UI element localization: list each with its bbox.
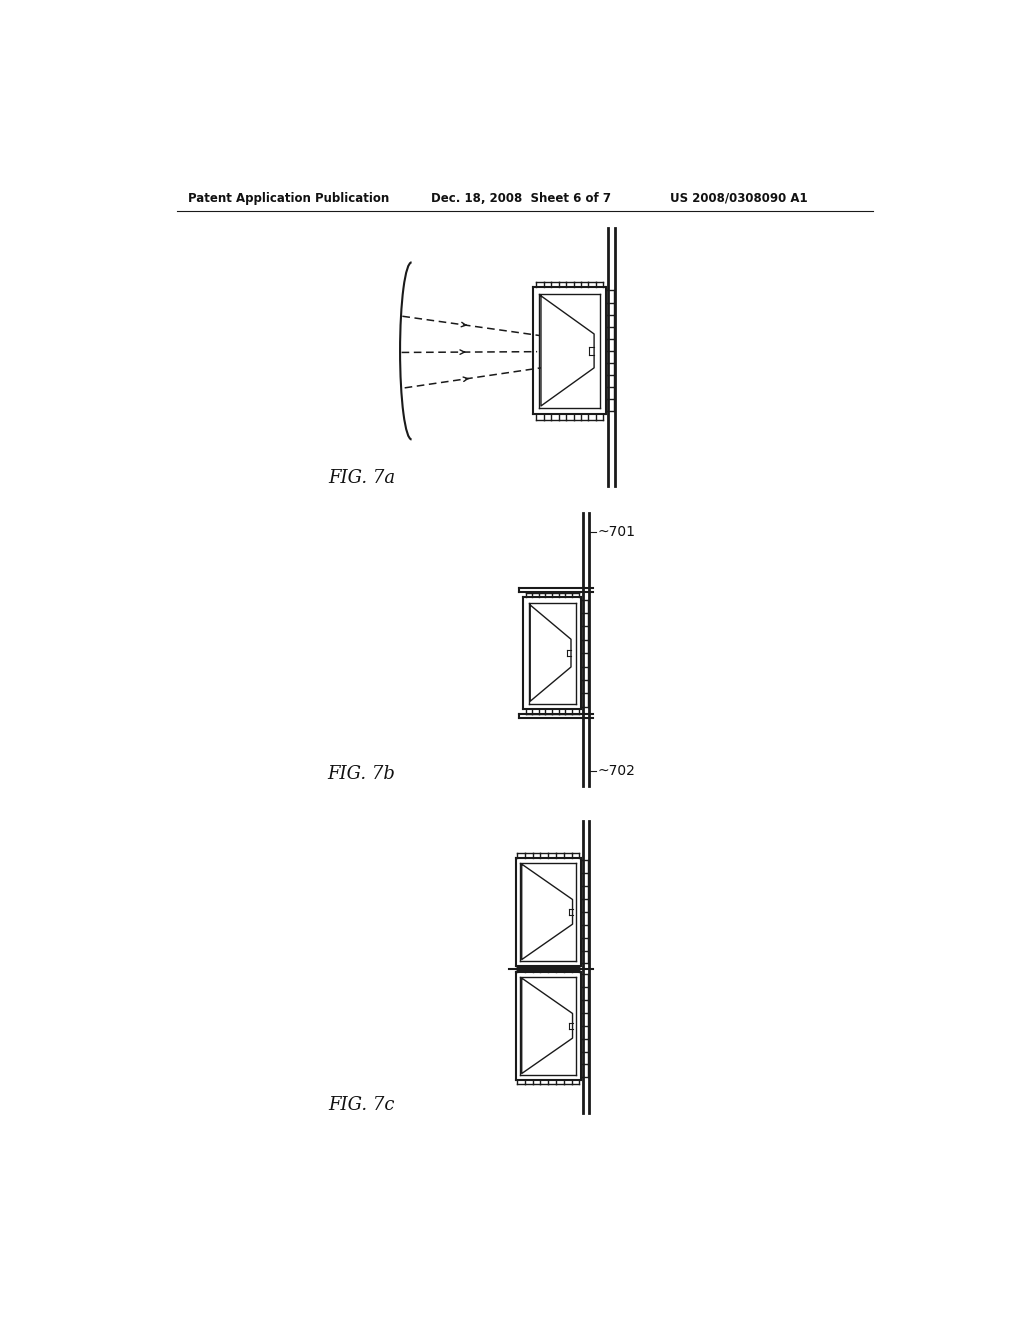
Text: FIG. 7c: FIG. 7c (329, 1097, 395, 1114)
Text: US 2008/0308090 A1: US 2008/0308090 A1 (670, 191, 807, 205)
Text: Patent Application Publication: Patent Application Publication (188, 191, 389, 205)
Text: FIG. 7a: FIG. 7a (328, 469, 395, 487)
Text: ~701: ~701 (597, 525, 635, 539)
Text: Dec. 18, 2008  Sheet 6 of 7: Dec. 18, 2008 Sheet 6 of 7 (431, 191, 611, 205)
Text: FIG. 7b: FIG. 7b (328, 766, 395, 783)
Text: ~702: ~702 (597, 763, 635, 777)
